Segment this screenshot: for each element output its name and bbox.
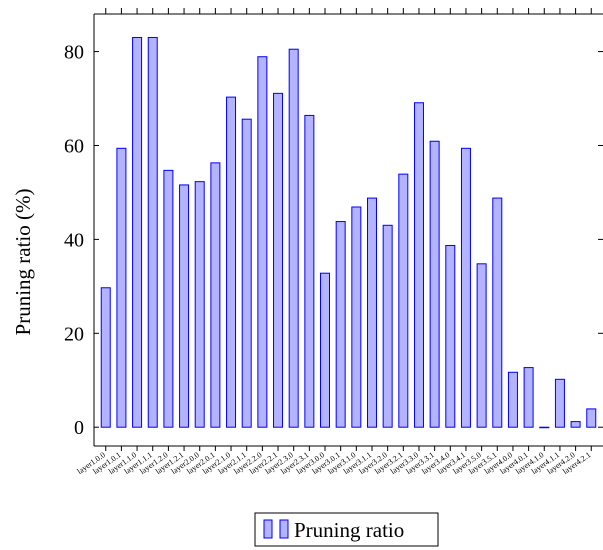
- y-tick-label: 80: [64, 42, 84, 64]
- y-tick-label: 60: [64, 135, 84, 157]
- bar: [226, 96, 237, 428]
- bar: [523, 367, 534, 428]
- x-axis: layer1.0.0layer1.0.1layer1.1.0layer1.1.1…: [76, 8, 592, 476]
- bar: [257, 56, 268, 428]
- bar: [147, 36, 158, 428]
- bar: [320, 272, 331, 428]
- bar: [194, 181, 205, 428]
- bar: [570, 421, 581, 428]
- bar: [304, 114, 315, 428]
- bar: [413, 102, 424, 428]
- y-axis: 0 20 40 60 80: [64, 42, 603, 439]
- bar: [445, 244, 456, 428]
- bar: [366, 197, 377, 428]
- bar: [163, 169, 174, 428]
- bar: [586, 408, 597, 428]
- bar: [382, 224, 393, 428]
- bar: [132, 36, 143, 428]
- bar: [539, 426, 550, 429]
- y-tick-label: 0: [74, 417, 84, 439]
- bar: [273, 92, 284, 428]
- legend-swatch-right: [279, 519, 289, 539]
- bar: [100, 287, 111, 428]
- bar: [241, 118, 252, 428]
- bar: [116, 147, 127, 428]
- bar: [554, 378, 565, 428]
- y-tick-label: 20: [64, 323, 84, 345]
- bar: [460, 147, 471, 428]
- legend: Pruning ratio: [254, 512, 439, 547]
- bar: [288, 48, 299, 428]
- legend-label: Pruning ratio: [294, 518, 404, 542]
- bar: [398, 173, 409, 428]
- bar: [210, 162, 221, 428]
- bar: [429, 140, 440, 428]
- legend-swatch-left: [263, 519, 273, 539]
- bar: [507, 371, 518, 428]
- y-tick-label: 40: [64, 229, 84, 251]
- bar: [492, 197, 503, 428]
- bar: [476, 263, 487, 428]
- bar: [335, 221, 346, 428]
- bars: [100, 36, 597, 429]
- plot-area: [93, 13, 603, 447]
- y-axis-label: Pruning ratio (%): [11, 189, 35, 336]
- bar: [179, 184, 190, 428]
- bar: [351, 206, 362, 428]
